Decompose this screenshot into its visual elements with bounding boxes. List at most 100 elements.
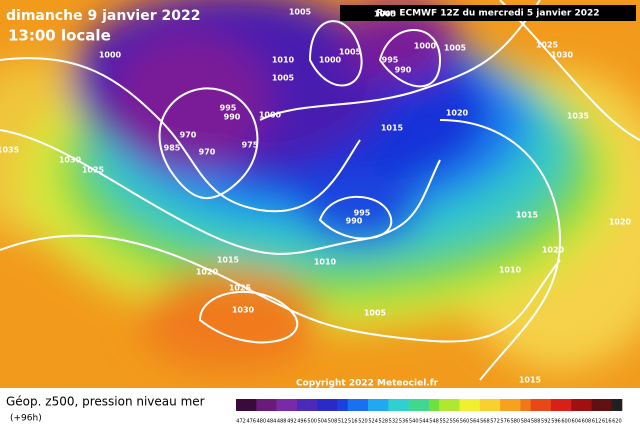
colorbar-swatch — [540, 399, 552, 411]
colorbar-swatch — [510, 399, 521, 411]
colorbar-swatch — [357, 399, 369, 411]
colorbar-tick: 584 — [521, 419, 531, 425]
isobar-label: 975 — [242, 141, 259, 150]
colorbar-swatch — [571, 399, 582, 411]
colorbar-swatch — [500, 399, 511, 411]
colorbar-tick: 576 — [500, 419, 510, 425]
colorbar-swatch — [449, 399, 460, 411]
colorbar-swatch — [276, 399, 288, 411]
colorbar-swatch — [246, 399, 257, 411]
colorbar-tick: 512 — [338, 419, 348, 425]
run-info: Run ECMWF 12Z du mercredi 5 janvier 2022 — [376, 9, 599, 19]
isobar-label: 1005 — [339, 48, 362, 57]
colorbar-tick: 496 — [297, 419, 307, 425]
colorbar-swatch — [591, 399, 602, 411]
colorbar-tick: 516 — [348, 419, 358, 425]
colorbar-swatch — [378, 399, 389, 411]
colorbar-swatch — [611, 399, 623, 411]
colorbar-swatch — [266, 399, 277, 411]
isobar-label: 1000 — [414, 42, 437, 51]
isobar-label: 1015 — [516, 211, 539, 220]
isobar-label: 995 — [354, 209, 371, 218]
colorbar-swatch — [601, 399, 613, 411]
colorbar-swatch — [317, 399, 328, 411]
colorbar-swatch — [489, 399, 501, 411]
isobar-label: 1025 — [536, 41, 559, 50]
isobar-label: 1020 — [609, 218, 632, 227]
forecast-date: dimanche 9 janvier 2022 — [6, 8, 200, 24]
isobar-label: 1025 — [229, 284, 252, 293]
isobar-label: 970 — [199, 148, 216, 157]
colorbar-tick: 604 — [572, 419, 582, 425]
colorbar-tick: 540 — [409, 419, 419, 425]
colorbar-swatch — [561, 399, 572, 411]
colorbar-swatch — [307, 399, 318, 411]
colorbar-swatch — [296, 399, 308, 411]
colorbar-tick: 528 — [379, 419, 389, 425]
isobar-label: 990 — [346, 217, 363, 226]
colorbar-tick: 532 — [389, 419, 399, 425]
colorbar-tick: 552 — [439, 419, 449, 425]
colorbar-tick: 600 — [561, 419, 571, 425]
legend-title: Géop. z500, pression niveau mer — [6, 395, 205, 409]
isobar-label: 1030 — [232, 306, 255, 315]
colorbar-tick: 592 — [541, 419, 551, 425]
colorbar-tick: 560 — [460, 419, 470, 425]
isobar-label: 995 — [220, 104, 237, 113]
colorbar: 472 476 480 484 488 492 496 500 504 508 512 516 520 5… — [236, 399, 623, 425]
isobar-label: 1030 — [551, 51, 574, 60]
run-box — [340, 5, 636, 21]
colorbar-tick: 472 — [236, 419, 246, 425]
isobar-label: 1025 — [82, 166, 105, 175]
colorbar-swatch — [479, 399, 491, 411]
colorbar-swatch — [459, 399, 470, 411]
isobar-label: 1000 — [319, 56, 342, 65]
isobar-label: 990 — [395, 66, 412, 75]
map-field — [0, 0, 640, 388]
colorbar-tick: 556 — [450, 419, 460, 425]
colorbar-tick: 564 — [470, 419, 480, 425]
isobars — [0, 0, 640, 381]
colorbar-swatch — [439, 399, 450, 411]
isobar-label: 990 — [224, 113, 241, 122]
colorbar-tick: 488 — [277, 419, 287, 425]
colorbar-tick: 524 — [368, 419, 378, 425]
colorbar-tick: 508 — [328, 419, 338, 425]
colorbar-tick: 580 — [511, 419, 521, 425]
colorbar-tick: 544 — [419, 419, 429, 425]
colorbar-tick: 476 — [246, 419, 256, 425]
isobar-label: 1015 — [217, 256, 240, 265]
colorbar-tick: 612 — [592, 419, 602, 425]
isobar-label: 1005 — [374, 10, 397, 19]
colorbar-swatch — [520, 399, 531, 411]
isobar-label: 1005 — [272, 74, 295, 83]
isobar-label: 1020 — [542, 246, 565, 255]
isobar-label: 970 — [180, 131, 197, 140]
colorbar-tick: 520 — [358, 419, 368, 425]
colorbar-swatch — [398, 399, 409, 411]
colorbar-swatch — [368, 399, 379, 411]
colorbar-swatch — [236, 399, 247, 411]
isobar-label: 1010 — [499, 266, 522, 275]
colorbar-swatch — [550, 399, 562, 411]
isobar-label: 1010 — [272, 56, 295, 65]
colorbar-swatch — [388, 399, 399, 411]
isobar-label: 995 — [382, 56, 399, 65]
isobar-label: 1020 — [196, 268, 219, 277]
copyright: Copyright 2022 Meteociel.fr — [296, 379, 439, 389]
colorbar-swatch — [408, 399, 420, 411]
isobar-label: 1035 — [0, 146, 20, 155]
colorbar-tick: 504 — [318, 419, 328, 425]
isobar-label: 1015 — [519, 376, 542, 385]
colorbar-swatch — [327, 399, 338, 411]
colorbar-swatch — [429, 399, 440, 411]
isobar-label: 1005 — [289, 8, 312, 17]
colorbar-swatch — [418, 399, 430, 411]
colorbar-tick: 596 — [551, 419, 561, 425]
isobar-label: 1005 — [364, 309, 387, 318]
colorbar-swatch — [530, 399, 542, 411]
colorbar-tick: 608 — [582, 419, 592, 425]
